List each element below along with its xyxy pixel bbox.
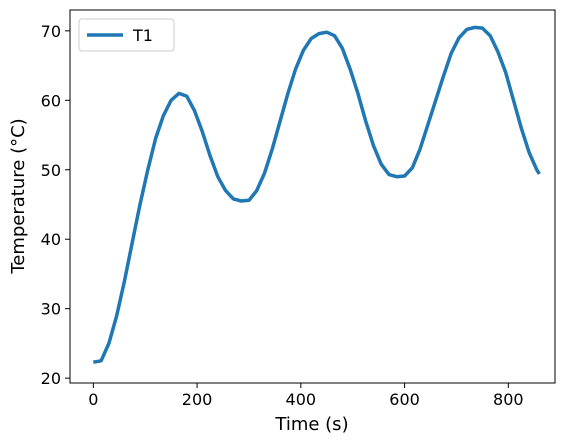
legend: T1 — [78, 18, 175, 52]
x-tick-label: 200 — [182, 390, 213, 409]
axes-frame — [69, 9, 556, 384]
y-tick-label: 30 — [41, 300, 61, 319]
legend-box — [78, 18, 175, 52]
y-axis-label: Temperature (°C) — [8, 118, 29, 274]
x-tick-label: 600 — [389, 390, 420, 409]
y-tick-label: 50 — [41, 161, 61, 180]
x-tick-label: 0 — [88, 390, 98, 409]
line — [92, 25, 541, 364]
y-tick-label: 20 — [41, 369, 61, 388]
y-tick-label: 70 — [41, 22, 61, 41]
x-tick-label: 400 — [286, 390, 317, 409]
x-tick-label: 800 — [493, 390, 524, 409]
legend-label: T1 — [132, 26, 153, 45]
y-tick-label: 60 — [41, 91, 61, 110]
x-axis-label: Time (s) — [274, 414, 348, 435]
y-tick-label: 40 — [41, 230, 61, 249]
